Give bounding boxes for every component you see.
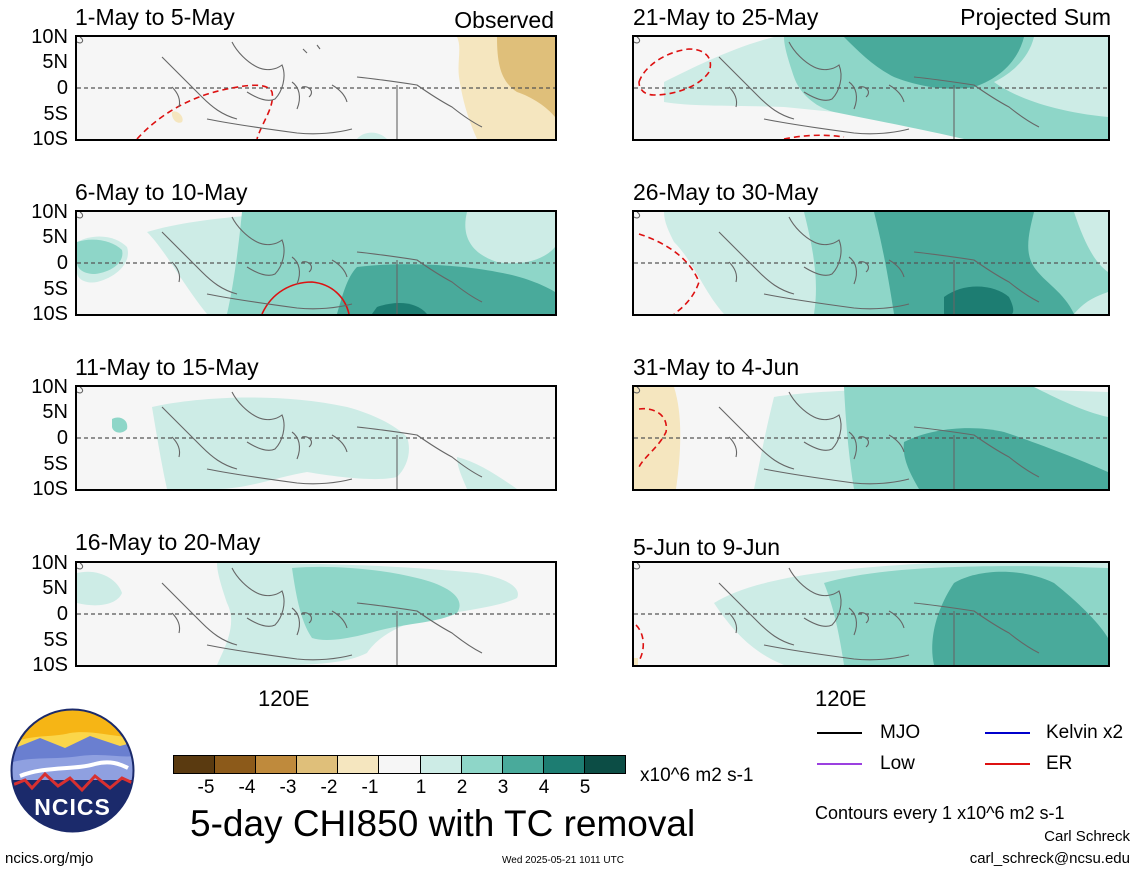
colorbar-tick: 1 — [415, 777, 427, 798]
map-panel-7 — [632, 385, 1110, 491]
lat-label: 10S — [32, 128, 68, 150]
colorbar-tick: -3 — [279, 777, 297, 798]
colorbar-swatch — [214, 756, 256, 773]
lat-label: 0 — [56, 77, 68, 99]
lat-label: 10N — [31, 26, 68, 48]
map-panel-4 — [75, 561, 557, 667]
colorbar-swatch — [419, 756, 461, 773]
contours-note: Contours every 1 x10^6 m2 s-1 — [815, 803, 1065, 823]
colorbar-tick: -1 — [361, 777, 379, 798]
lat-label: 0 — [56, 252, 68, 274]
map-panel-8 — [632, 561, 1110, 667]
colorbar-swatch — [501, 756, 543, 773]
panel-title-6: 26-May to 30-May — [633, 179, 819, 205]
main-title: 5-day CHI850 with TC removal — [190, 803, 696, 844]
lat-label: 5N — [42, 226, 68, 248]
panel-title-7: 31-May to 4-Jun — [633, 354, 800, 380]
colorbar-tick: -4 — [238, 777, 256, 798]
lat-label: 10N — [31, 201, 68, 223]
legend-line-kelvin — [985, 732, 1030, 734]
map-panel-1 — [75, 35, 557, 141]
colorbar-swatch — [378, 756, 420, 773]
panel-title-1: 1-May to 5-May — [75, 4, 235, 30]
colorbar-swatch — [337, 756, 379, 773]
panel-title-5: 21-May to 25-May — [633, 4, 819, 30]
author: Carl Schreck — [1044, 828, 1130, 845]
panel-title-2: 6-May to 10-May — [75, 179, 248, 205]
colorbar-swatch — [583, 756, 626, 773]
colorbar-tick: 4 — [538, 777, 550, 798]
colorbar-tick: -2 — [320, 777, 338, 798]
lat-label: 5N — [42, 401, 68, 423]
colorbar-units: x10^6 m2 s-1 — [640, 765, 754, 786]
lat-label: 0 — [56, 427, 68, 449]
map-panel-3 — [75, 385, 557, 491]
colorbar-tick: 5 — [579, 777, 591, 798]
legend-label-er: ER — [1046, 753, 1073, 774]
lat-label: 0 — [56, 603, 68, 625]
legend-label-mjo: MJO — [880, 722, 921, 743]
panel-title-4: 16-May to 20-May — [75, 529, 261, 555]
colorbar — [173, 755, 626, 774]
lat-label: 10S — [32, 303, 68, 325]
map-panel-6 — [632, 210, 1110, 316]
colorbar-swatch — [174, 756, 215, 773]
colorbar-tick: 3 — [497, 777, 509, 798]
lat-label: 5S — [43, 103, 68, 125]
logo-text: NCICS — [34, 794, 111, 820]
legend-label-low: Low — [880, 753, 915, 774]
lon-label-left: 120E — [258, 686, 310, 711]
lat-label: 10N — [31, 552, 68, 574]
map-panel-2 — [75, 210, 557, 316]
lat-label: 10S — [32, 654, 68, 676]
legend-label-kelvin: Kelvin x2 — [1046, 722, 1124, 743]
website-link[interactable]: ncics.org/mjo — [5, 850, 94, 867]
lat-label: 5N — [42, 51, 68, 73]
timestamp: Wed 2025-05-21 1011 UTC — [502, 855, 624, 866]
colorbar-swatch — [255, 756, 297, 773]
panel-title-8: 5-Jun to 9-Jun — [633, 534, 781, 560]
legend-line-mjo — [817, 732, 862, 734]
lat-label: 5S — [43, 629, 68, 651]
map-panel-5 — [632, 35, 1110, 141]
lon-label-right: 120E — [815, 686, 867, 711]
lat-label: 5S — [43, 278, 68, 300]
ncics-logo: NCICS — [10, 708, 135, 833]
colorbar-tick: -5 — [197, 777, 215, 798]
colorbar-swatch — [296, 756, 338, 773]
panel-tag-observed: Observed — [454, 7, 554, 33]
colorbar-tick: 2 — [456, 777, 468, 798]
email: carl_schreck@ncsu.edu — [969, 850, 1130, 867]
lat-label: 10N — [31, 376, 68, 398]
panel-title-3: 11-May to 15-May — [75, 354, 259, 380]
legend-line-er — [985, 763, 1030, 765]
lat-label: 5N — [42, 577, 68, 599]
legend-line-low — [817, 763, 862, 765]
panel-tag-projected: Projected Sum — [960, 4, 1111, 30]
lat-label: 10S — [32, 478, 68, 500]
colorbar-swatch — [460, 756, 502, 773]
lat-label: 5S — [43, 453, 68, 475]
colorbar-swatch — [542, 756, 584, 773]
